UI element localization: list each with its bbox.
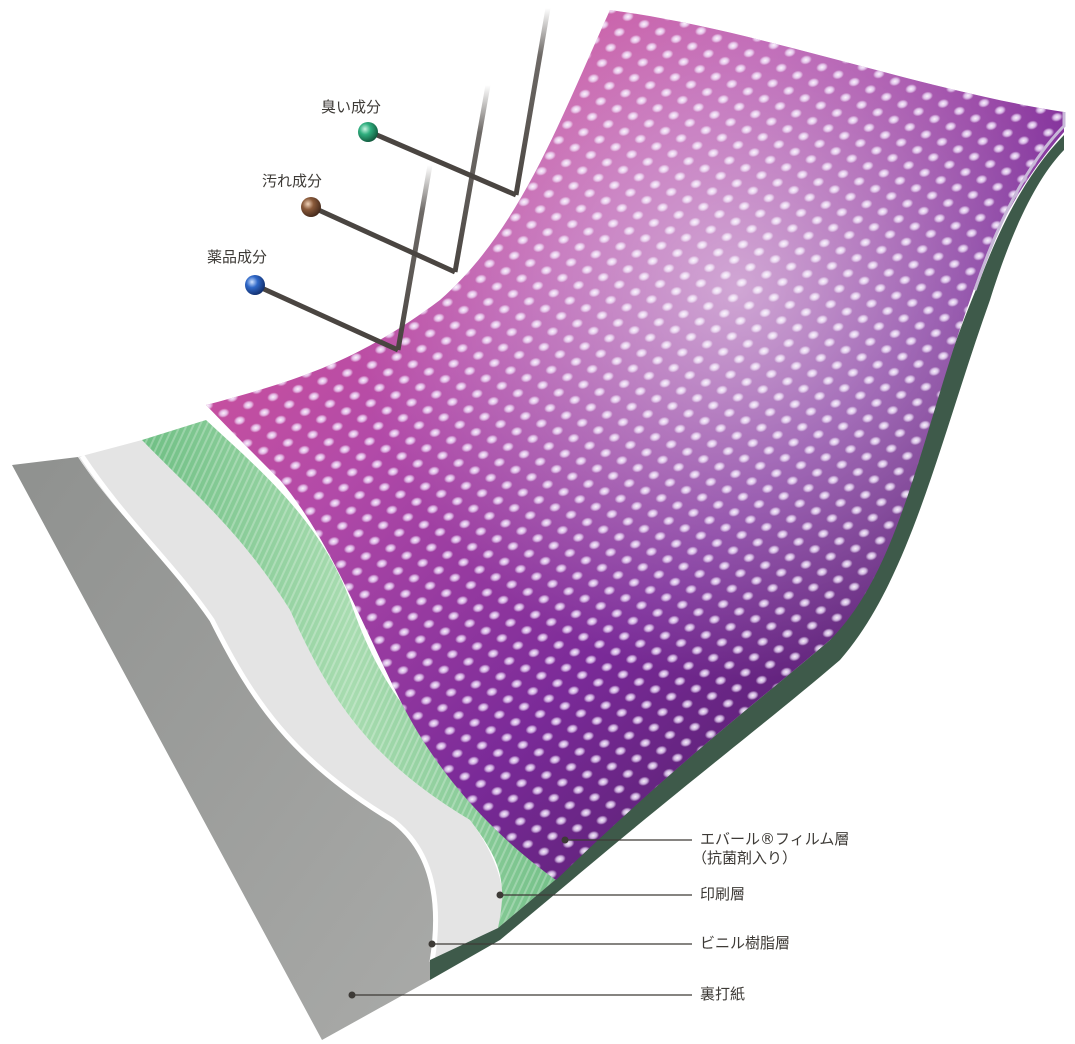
smell-component-path — [369, 7, 551, 198]
leader-lines — [352, 839, 692, 996]
dirt-component-path — [310, 84, 491, 275]
dirt-component-ball-icon — [301, 197, 321, 217]
eval-film-layer-label: エバール®フィルム層 （抗菌剤入り） — [692, 830, 850, 868]
chemical-component-label: 薬品成分 — [207, 248, 268, 266]
printing-layer-label: 印刷層 — [700, 885, 746, 903]
chemical-component-ball-icon — [245, 275, 265, 295]
vinyl-resin-layer-label: ビニル樹脂層 — [700, 934, 791, 952]
backing-paper-layer-label: 裏打紙 — [700, 985, 746, 1003]
smell-component-label: 臭い成分 — [321, 98, 382, 116]
chemical-component-path — [253, 164, 433, 353]
backing-paper-layer — [12, 457, 434, 1040]
smell-component-ball-icon — [358, 122, 378, 142]
dirt-component-label: 汚れ成分 — [262, 172, 323, 190]
eval-film-layer-note: （抗菌剤入り） — [692, 848, 798, 867]
vinyl-resin-layer — [78, 440, 504, 960]
eval-film-layer-title: エバール®フィルム層 — [700, 830, 850, 848]
